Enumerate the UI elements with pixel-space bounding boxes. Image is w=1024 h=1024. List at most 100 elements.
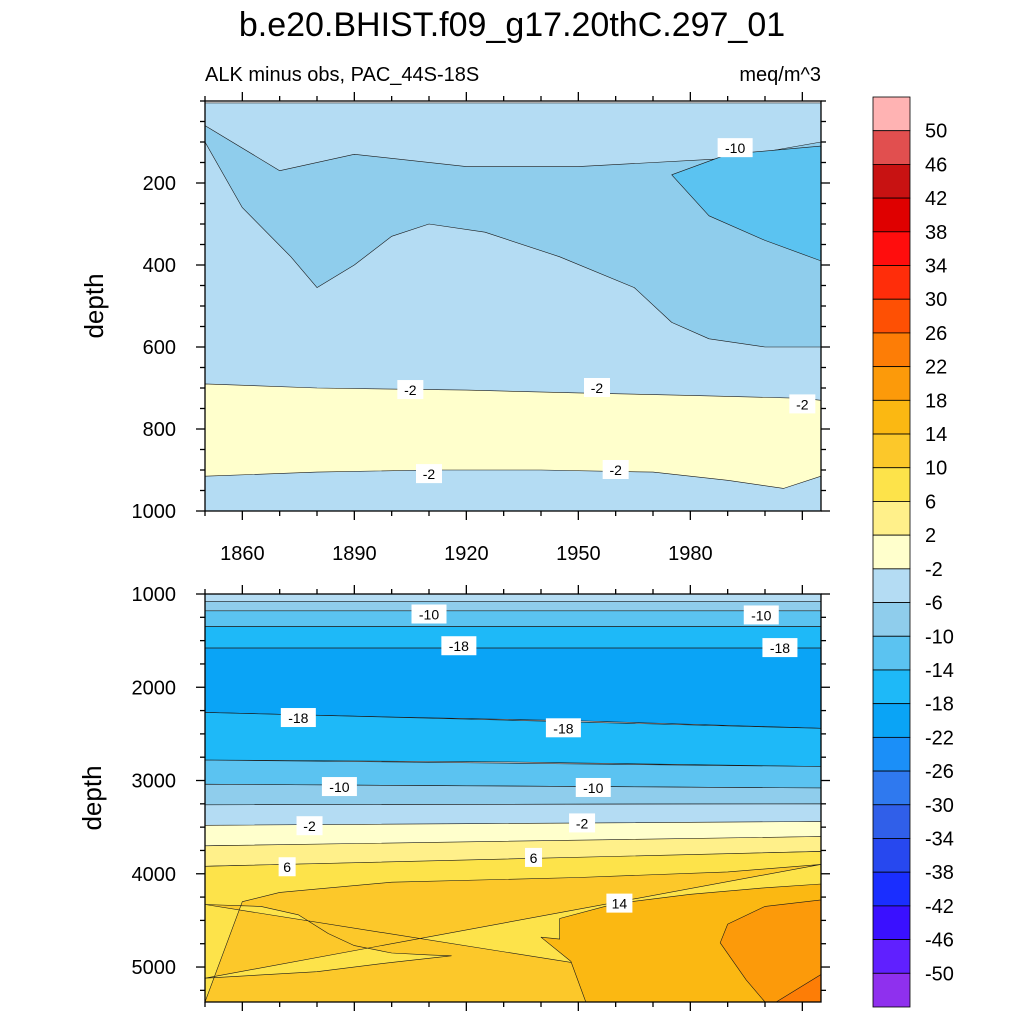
contour-label: -10 (575, 777, 611, 797)
contour-label: -2 (584, 378, 610, 397)
contour-label: -10 (321, 777, 357, 797)
svg-text:-10: -10 (751, 607, 771, 623)
y-tick-label: 600 (143, 337, 176, 359)
contour-label: -10 (743, 605, 779, 625)
y-tick-label: 400 (143, 255, 176, 277)
contour-band-lower-3 (205, 626, 821, 649)
y-tick-label: 5000 (132, 957, 177, 979)
colorbar-swatch (872, 164, 911, 199)
contour-band-upper-4 (205, 383, 821, 489)
colorbar-tick-label: 38 (925, 222, 947, 244)
colorbar-tick-label: -42 (925, 896, 954, 918)
colorbar-swatch (872, 635, 911, 671)
contour-label: -2 (416, 464, 442, 484)
y-tick-label: 2000 (132, 677, 177, 699)
colorbar-tick-label: 50 (925, 121, 947, 143)
colorbar-tick-label: 14 (925, 424, 947, 446)
colorbar-swatch (872, 871, 911, 907)
colorbar-swatch (872, 231, 911, 266)
colorbar-swatch (872, 332, 911, 368)
contour-band-lower-0 (205, 594, 821, 602)
contour-band-lower-12 (205, 864, 821, 1002)
svg-text:-18: -18 (288, 710, 308, 726)
contour-band-upper-2 (205, 125, 821, 348)
colorbar-tick-label: -46 (925, 930, 954, 952)
x-tick-label: 1950 (556, 543, 601, 565)
colorbar-tick-label: -50 (925, 963, 954, 985)
contour-label: -18 (441, 636, 477, 656)
colorbar-swatch (872, 366, 911, 401)
y-tick-label: 3000 (132, 771, 177, 793)
svg-text:-2: -2 (609, 462, 622, 478)
contour-label: -18 (280, 708, 316, 728)
svg-text:-2: -2 (423, 466, 436, 482)
colorbar-tick-label: -38 (925, 862, 954, 884)
chart-title: b.e20.BHIST.f09_g17.20thC.297_01 (239, 6, 785, 44)
svg-text:-2: -2 (796, 396, 809, 412)
colorbar-tick-label: -18 (925, 694, 954, 716)
contour-band-lower-5 (205, 712, 821, 767)
svg-text:-10: -10 (725, 140, 745, 156)
contour-band-lower-6 (205, 759, 821, 789)
colorbar-tick-label: -22 (925, 727, 954, 749)
colorbar-tick-label: -6 (925, 593, 943, 615)
colorbar-swatch (872, 669, 911, 705)
contour-label: 6 (278, 857, 296, 877)
contour-band-lower-14 (719, 899, 821, 1002)
contour-band-lower-15 (775, 974, 821, 1002)
colorbar-tick-label: -14 (925, 660, 954, 682)
y-tick-label: 1000 (132, 501, 177, 523)
colorbar-tick-label: -30 (925, 795, 954, 817)
svg-text:-18: -18 (449, 638, 469, 654)
colorbar-tick-label: 2 (925, 525, 936, 547)
colorbar-tick-label: 10 (925, 458, 947, 480)
colorbar-swatch (872, 602, 911, 637)
svg-text:14: 14 (612, 896, 628, 912)
svg-text:-2: -2 (303, 818, 316, 834)
svg-text:-2: -2 (591, 380, 604, 396)
colorbar-swatch (872, 399, 911, 435)
x-tick-label: 1890 (332, 543, 377, 565)
colorbar-tick-label: 6 (925, 491, 936, 513)
colorbar-swatch (872, 433, 911, 469)
colorbar-tick-label: 42 (925, 188, 947, 210)
colorbar-tick-label: 34 (925, 256, 947, 278)
colorbar-swatch (872, 534, 911, 570)
colorbar-tick-label: -26 (925, 761, 954, 783)
colorbar-swatch (872, 804, 911, 839)
colorbar-swatch (872, 197, 911, 233)
x-tick-label: 1920 (444, 543, 489, 565)
contour-band-lower-1 (205, 601, 821, 612)
svg-text:-10: -10 (419, 607, 439, 623)
contour-label: 14 (606, 893, 633, 913)
colorbar-swatch (872, 265, 911, 300)
svg-text:-2: -2 (576, 815, 589, 831)
colorbar-swatch (872, 130, 911, 165)
colorbar-swatch (872, 703, 911, 738)
y-tick-label: 800 (143, 419, 176, 441)
colorbar-tick-label: 46 (925, 154, 947, 176)
svg-text:-10: -10 (329, 779, 349, 795)
colorbar-swatch (872, 298, 911, 334)
contour-label: -18 (545, 718, 581, 738)
colorbar-swatch (872, 770, 911, 806)
colorbar-swatch (872, 972, 911, 1008)
contour-label: -10 (717, 138, 753, 158)
contour-label: -10 (411, 604, 447, 624)
colorbar-swatch (872, 736, 911, 772)
lower-plot-frame (204, 593, 822, 1003)
x-tick-label: 1980 (668, 543, 713, 565)
lower-panel: -10 -10 -18 -18 -18 -18 -10 -10 -2 -2 6 6 14 1000 2000… (132, 584, 830, 1011)
contour-label: -18 (762, 638, 798, 658)
colorbar-tick-label: 22 (925, 357, 947, 379)
colorbar-tick-label: 30 (925, 289, 947, 311)
upper-panel: -10 -2 -2 -2 -2 -2 1860 1890 1920 1950 1980 200 400 6… (132, 92, 830, 565)
colorbar-swatch (872, 905, 911, 940)
colorbar-swatch (872, 467, 911, 502)
colorbar-tick-label: 18 (925, 390, 947, 412)
contour-label: -2 (602, 460, 629, 479)
x-tick-label: 1860 (220, 543, 265, 565)
contour-label: 6 (525, 847, 543, 867)
colorbar-tick-label: -34 (925, 828, 954, 850)
colorbar-swatch (872, 501, 911, 536)
